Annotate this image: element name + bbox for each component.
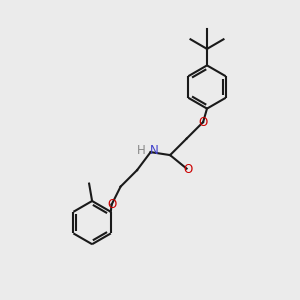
Text: O: O: [183, 163, 192, 176]
Text: O: O: [107, 198, 116, 211]
Text: O: O: [199, 116, 208, 129]
Text: N: N: [150, 143, 159, 157]
Text: H: H: [136, 143, 145, 157]
